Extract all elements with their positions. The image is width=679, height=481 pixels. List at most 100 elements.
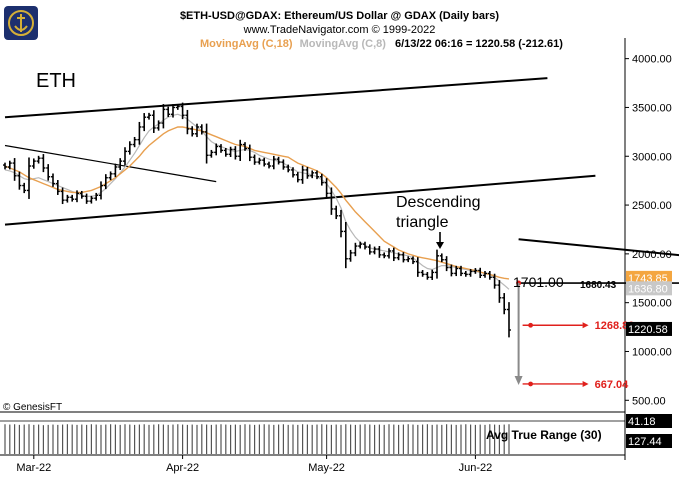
price-bar: [454, 265, 459, 277]
price-bar: [3, 162, 7, 170]
price-bar: [7, 160, 12, 170]
price-bar: [411, 256, 415, 265]
pattern-label-2: triangle: [396, 214, 449, 231]
price-bar: [31, 158, 36, 169]
price-bar: [497, 280, 502, 303]
chart-title: $ETH-USD@GDAX: Ethereum/US Dollar @ GDAX…: [179, 10, 500, 22]
price-bar: [391, 247, 396, 262]
pattern-pointer-head: [436, 242, 444, 249]
price-bar: [262, 157, 267, 167]
legend-ma18: MovingAvg (C,18): [200, 38, 293, 50]
support-label: 1701.00: [513, 274, 564, 290]
price-bar: [343, 221, 348, 269]
price-bar: [151, 110, 156, 133]
price-bar: [478, 267, 483, 279]
price-bar: [209, 149, 214, 158]
target2-label: 667.04: [595, 379, 630, 391]
price-bar: [247, 144, 252, 162]
x-tick-label: Jun-22: [459, 462, 493, 474]
target2-dot: [528, 381, 533, 387]
y-tick-label: 1500.00: [632, 298, 672, 310]
price-bar: [286, 164, 291, 173]
price-bar: [94, 192, 99, 201]
price-bar: [46, 164, 51, 181]
price-bar: [12, 158, 17, 181]
price-bar: [353, 242, 358, 257]
price-bar: [233, 146, 238, 160]
badge-atr-upper-bg: [626, 414, 672, 428]
price-bar: [171, 104, 175, 118]
price-bar: [387, 248, 391, 259]
y-tick-label: 2500.00: [632, 200, 672, 212]
price-bar: [204, 123, 209, 164]
price-bar: [377, 246, 382, 258]
price-bar: [363, 241, 367, 250]
watermark: © GenesisFT: [3, 402, 63, 413]
price-bar: [502, 293, 507, 315]
y-tick-label: 1000.00: [632, 346, 672, 358]
x-tick-label: May-22: [308, 462, 345, 474]
price-bar: [430, 269, 435, 280]
price-bar: [127, 141, 132, 155]
price-bar: [487, 270, 492, 280]
price-bar: [103, 174, 108, 190]
price-bar: [60, 187, 65, 205]
target1-dot: [528, 322, 533, 328]
genesis-logo-icon: [4, 6, 38, 40]
price-bar: [463, 270, 468, 277]
price-bar: [257, 157, 262, 165]
price-bar: [425, 271, 430, 280]
last-quote: 6/13/22 06:16 = 1220.58 (-212.61): [395, 38, 563, 50]
price-bar: [166, 106, 171, 117]
early-trendline: [4, 144, 217, 183]
y-tick-label: 3500.00: [632, 102, 672, 114]
x-tick-label: Mar-22: [16, 462, 51, 474]
price-bar: [334, 205, 339, 220]
price-bar: [17, 171, 22, 190]
price-bar: [415, 257, 420, 277]
price-bar: [195, 123, 199, 138]
badge-last-text: 1220.58: [628, 324, 668, 336]
price-bar: [99, 181, 103, 200]
price-bar: [22, 182, 27, 194]
price-bar: [156, 120, 161, 131]
legend-row: MovingAvg (C,18) MovingAvg (C,8) 6/13/22…: [200, 38, 563, 50]
price-bar: [223, 148, 228, 157]
price-bar: [281, 159, 286, 170]
price-bar: [459, 265, 463, 277]
price-bar: [132, 136, 137, 148]
price-bar: [79, 190, 84, 199]
price-bar: [27, 157, 31, 199]
ma18-line: [4, 126, 510, 280]
price-bar: [118, 158, 123, 170]
price-bar: [70, 194, 75, 202]
price-bar: [382, 252, 387, 259]
price-bar: [137, 121, 142, 145]
target-arrow-head: [514, 375, 523, 385]
price-bar: [51, 173, 55, 187]
price-bar: [180, 102, 185, 120]
upper-channel-line: [4, 77, 548, 119]
ma8-line: [4, 113, 510, 290]
price-bar: [65, 194, 70, 203]
asset-label: ETH: [36, 70, 76, 92]
price-bar: [185, 109, 190, 135]
price-bar: [291, 167, 295, 178]
support-value-label: 1680.43: [580, 280, 617, 291]
price-bar: [276, 156, 281, 165]
price-bar: [55, 180, 60, 195]
price-bar: [190, 126, 195, 137]
price-bar: [483, 270, 487, 278]
price-bar: [406, 256, 411, 263]
price-bar: [468, 269, 473, 277]
y-tick-label: 500.00: [632, 395, 666, 407]
price-bar: [238, 139, 243, 161]
price-bar: [449, 264, 454, 277]
price-bar: [444, 256, 449, 272]
target1-label: 1268.80: [595, 320, 635, 332]
price-bar: [123, 147, 127, 166]
target2-arrowhead: [582, 380, 589, 387]
price-bar: [214, 143, 219, 156]
price-bar: [439, 253, 444, 263]
price-bar: [108, 171, 113, 181]
